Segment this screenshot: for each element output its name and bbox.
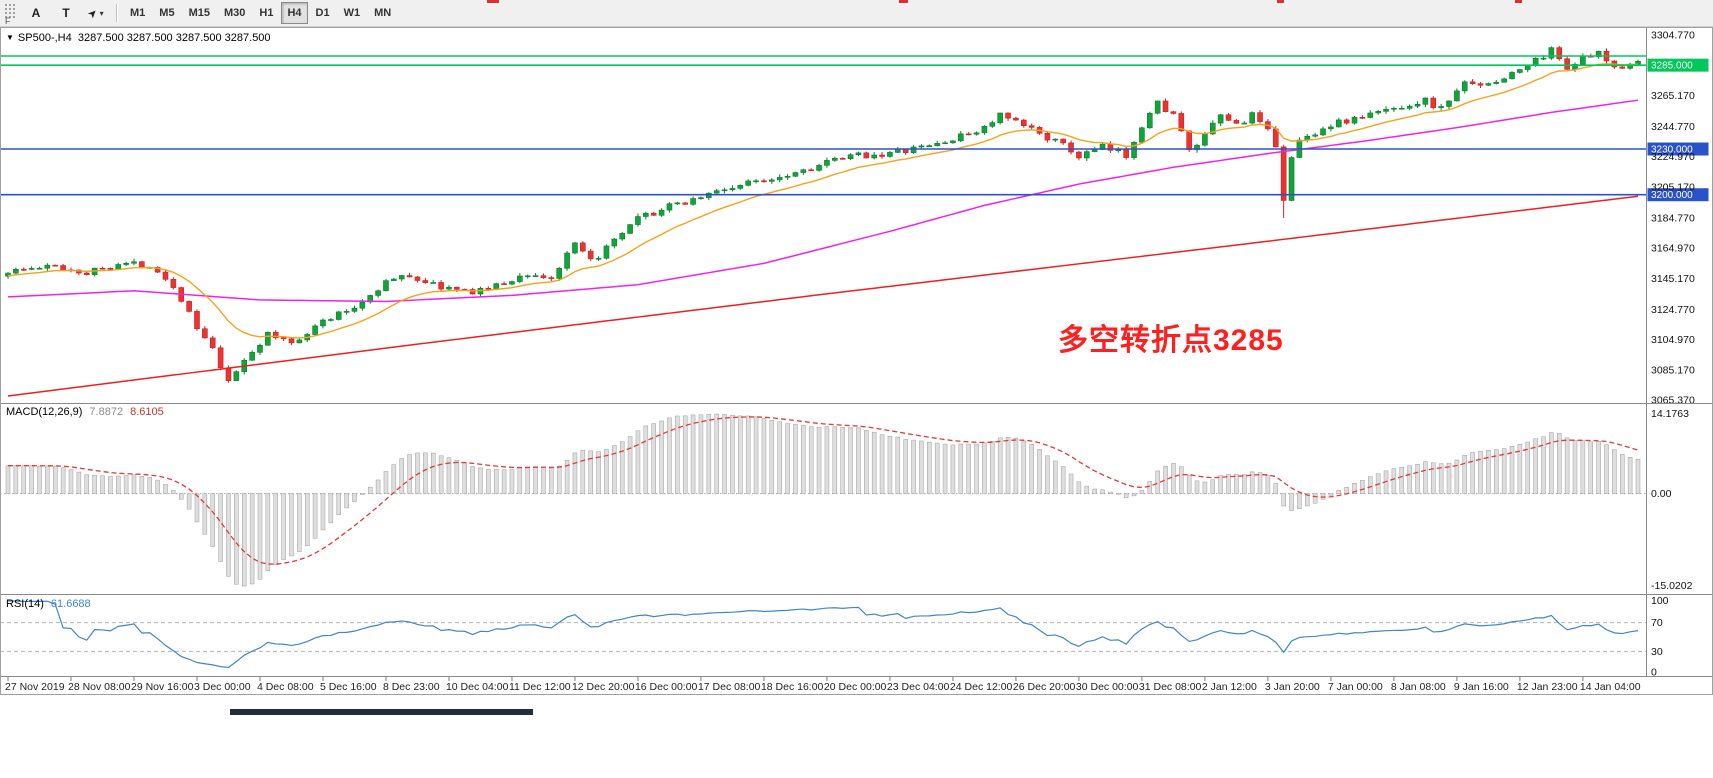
macd-signal-value: 8.6105 xyxy=(130,406,164,418)
label-tool-button[interactable]: T xyxy=(62,6,70,20)
candles-layer xyxy=(5,45,1641,383)
svg-text:0: 0 xyxy=(1651,667,1657,679)
svg-text:18 Dec 16:00: 18 Dec 16:00 xyxy=(761,681,824,693)
clipped-red-mark xyxy=(899,0,908,3)
toolbar: A T ➤ ▾ M1 M5 M15 M30 H1 H4 D1 W1 MN xyxy=(0,0,1713,27)
svg-text:12 Jan 23:00: 12 Jan 23:00 xyxy=(1517,681,1578,693)
svg-text:3 Dec 00:00: 3 Dec 00:00 xyxy=(194,681,251,693)
svg-text:29 Nov 16:00: 29 Nov 16:00 xyxy=(131,681,194,693)
timeframe-button-d1[interactable]: D1 xyxy=(315,7,330,19)
svg-text:14 Jan 04:00: 14 Jan 04:00 xyxy=(1580,681,1641,693)
timeframe-button-m15[interactable]: M15 xyxy=(188,7,210,19)
chart-text-annotation[interactable]: 多空转折点3285 xyxy=(1058,324,1284,357)
svg-text:3224.970: 3224.970 xyxy=(1651,151,1695,163)
timeframe-button-m30[interactable]: M30 xyxy=(223,7,246,19)
shapes-tool-button[interactable]: ➤ ▾ xyxy=(82,2,110,24)
svg-text:3230.000: 3230.000 xyxy=(1651,144,1693,155)
svg-text:10 Dec 04:00: 10 Dec 04:00 xyxy=(446,681,509,693)
svg-text:3145.170: 3145.170 xyxy=(1651,273,1695,285)
svg-text:20 Dec 00:00: 20 Dec 00:00 xyxy=(824,681,887,693)
svg-text:23 Dec 04:00: 23 Dec 04:00 xyxy=(887,681,950,693)
price-axis[interactable] xyxy=(1647,28,1713,676)
clipped-ui-fragment xyxy=(230,709,533,715)
timeframe-button-w1[interactable]: W1 xyxy=(343,7,361,19)
timeframe-button-h1[interactable]: H1 xyxy=(259,7,274,19)
svg-text:12 Dec 20:00: 12 Dec 20:00 xyxy=(572,681,635,693)
svg-text:3164.970: 3164.970 xyxy=(1651,243,1695,255)
svg-text:70: 70 xyxy=(1651,617,1663,629)
rsi-value: 61.6688 xyxy=(50,598,91,610)
svg-text:3265.170: 3265.170 xyxy=(1651,90,1695,102)
time-axis[interactable] xyxy=(0,677,1646,694)
svg-text:3184.770: 3184.770 xyxy=(1651,212,1695,224)
svg-text:7 Jan 00:00: 7 Jan 00:00 xyxy=(1328,681,1383,693)
timeframe-button-h4[interactable]: H4 xyxy=(281,2,308,24)
macd-main-value: 7.8872 xyxy=(89,406,124,418)
svg-text:3244.770: 3244.770 xyxy=(1651,121,1695,133)
svg-text:28 Nov 08:00: 28 Nov 08:00 xyxy=(68,681,131,693)
macd-header: MACD(12,26,9) 7.8872 8.6105 xyxy=(6,406,164,418)
svg-text:3304.770: 3304.770 xyxy=(1651,30,1695,42)
macd-label: MACD(12,26,9) xyxy=(6,406,83,418)
svg-text:26 Dec 20:00: 26 Dec 20:00 xyxy=(1013,681,1076,693)
toolbar-drag-handle-icon[interactable] xyxy=(3,2,17,18)
moving-averages-layer xyxy=(7,63,1639,397)
timeframe-button-m5[interactable]: M5 xyxy=(159,7,175,19)
svg-text:0.00: 0.00 xyxy=(1651,488,1672,500)
svg-text:3 Jan 20:00: 3 Jan 20:00 xyxy=(1265,681,1320,693)
svg-text:2 Jan 12:00: 2 Jan 12:00 xyxy=(1202,681,1257,693)
svg-text:30 Dec 00:00: 30 Dec 00:00 xyxy=(1076,681,1139,693)
svg-text:14.1763: 14.1763 xyxy=(1651,408,1689,420)
svg-text:100: 100 xyxy=(1651,595,1669,607)
clipped-red-mark xyxy=(1515,0,1522,3)
chevron-down-icon: ▾ xyxy=(99,8,104,18)
collapse-arrow-icon[interactable]: ▼ xyxy=(6,33,14,42)
svg-text:9 Jan 16:00: 9 Jan 16:00 xyxy=(1454,681,1509,693)
svg-text:3104.970: 3104.970 xyxy=(1651,334,1695,346)
svg-text:30: 30 xyxy=(1651,646,1663,658)
macd-panel: 14.1763 0.00 -15.0202 xyxy=(0,408,1693,592)
clipped-red-mark xyxy=(487,0,499,3)
svg-text:4 Dec 08:00: 4 Dec 08:00 xyxy=(257,681,314,693)
rsi-label: RSI(14) xyxy=(6,598,44,610)
toolbar-separator xyxy=(116,4,118,22)
svg-text:11 Dec 12:00: 11 Dec 12:00 xyxy=(509,681,571,693)
rsi-header: RSI(14) 61.6688 xyxy=(6,598,91,610)
svg-text:27 Nov 2019: 27 Nov 2019 xyxy=(5,681,65,693)
svg-text:3205.170: 3205.170 xyxy=(1651,181,1695,193)
dock-tab-label[interactable]: F xyxy=(5,16,11,26)
svg-text:16 Dec 00:00: 16 Dec 00:00 xyxy=(635,681,698,693)
clipped-red-mark xyxy=(1277,0,1284,3)
horizontal-levels-layer xyxy=(0,55,1646,196)
price-axis-labels: 3285.000 3230.000 3200.000 3304.770 3265.170… xyxy=(1647,30,1709,407)
rsi-panel: 100 70 30 0 xyxy=(0,595,1669,679)
svg-text:17 Dec 08:00: 17 Dec 08:00 xyxy=(698,681,761,693)
svg-text:31 Dec 08:00: 31 Dec 08:00 xyxy=(1139,681,1202,693)
text-tool-button[interactable]: A xyxy=(31,6,41,20)
symbol-period-label: SP500-,H4 xyxy=(17,32,72,44)
main-chart-area[interactable] xyxy=(0,28,1646,403)
svg-text:8 Jan 08:00: 8 Jan 08:00 xyxy=(1391,681,1446,693)
svg-text:3200.000: 3200.000 xyxy=(1651,190,1693,201)
svg-text:5 Dec 16:00: 5 Dec 16:00 xyxy=(320,681,377,693)
timeframe-button-mn[interactable]: MN xyxy=(374,7,392,19)
svg-text:-15.0202: -15.0202 xyxy=(1651,580,1693,592)
svg-text:3285.000: 3285.000 xyxy=(1651,61,1693,72)
arrow-tool-icon: ➤ xyxy=(85,5,101,21)
svg-text:3085.170: 3085.170 xyxy=(1651,364,1695,376)
ohlc-values: 3287.500 3287.500 3287.500 3287.500 xyxy=(77,32,271,44)
svg-text:24 Dec 12:00: 24 Dec 12:00 xyxy=(950,681,1013,693)
time-axis-labels: 27 Nov 2019 28 Nov 08:00 29 Nov 16:00 3 Dec… xyxy=(5,677,1641,693)
timeframe-button-m1[interactable]: M1 xyxy=(130,7,146,19)
svg-text:8 Dec 23:00: 8 Dec 23:00 xyxy=(383,681,440,693)
svg-text:3124.770: 3124.770 xyxy=(1651,304,1695,316)
chart-symbol-header: ▼ SP500-,H4 3287.500 3287.500 3287.500 32… xyxy=(6,32,271,44)
